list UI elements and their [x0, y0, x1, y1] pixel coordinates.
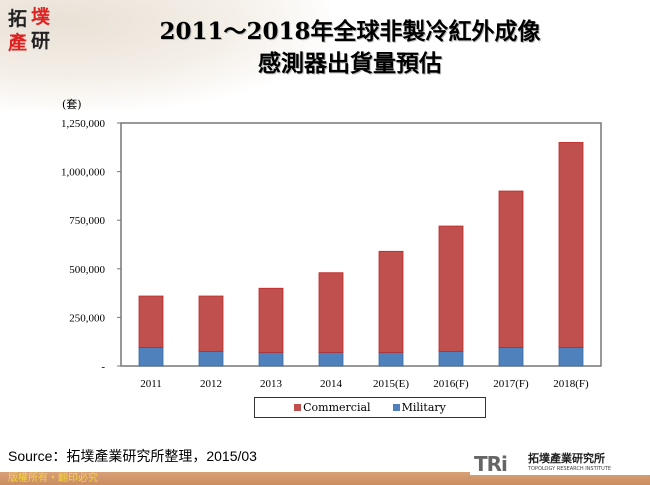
bar-military: [198, 351, 224, 367]
legend-swatch-military: [392, 404, 400, 411]
brand-name-en: TOPOLOGY RESEARCH INSTITUTE: [528, 466, 612, 472]
y-tick-label: -: [101, 361, 105, 373]
x-tick-label: 2017(F): [493, 378, 529, 390]
logo-char: 研: [31, 30, 51, 52]
bar-commercial: [498, 190, 524, 348]
y-tick-label: 250,000: [69, 312, 105, 324]
legend-item-military: Military: [392, 401, 446, 414]
x-tick-label: 2016(F): [433, 378, 469, 390]
x-tick-label: 2013: [260, 378, 283, 390]
x-tick-label: 2015(E): [373, 378, 409, 390]
bar-commercial: [198, 295, 224, 352]
logo-char: 墣: [31, 6, 51, 28]
bar-commercial: [438, 225, 464, 352]
legend-label: Military: [401, 401, 446, 414]
title-line-1: 2011～2018年全球非製冷紅外成像: [159, 18, 541, 45]
legend-swatch-commercial: [294, 404, 302, 411]
legend-label: Commercial: [303, 401, 371, 414]
bar-military: [558, 347, 584, 367]
logo-char: 產: [8, 32, 28, 54]
x-tick-label: 2018(F): [553, 378, 589, 390]
y-tick-label: 1,250,000: [61, 118, 106, 130]
y-axis-unit: (套): [62, 98, 82, 111]
y-tick-label: 1,000,000: [61, 167, 106, 179]
bar-commercial: [258, 287, 284, 353]
x-tick-label: 2011: [140, 378, 162, 390]
x-tick-label: 2012: [200, 378, 222, 390]
brand-logo: TRi: [474, 452, 508, 476]
y-tick-label: 500,000: [69, 264, 105, 276]
logo: 拓 墣 產 研: [8, 6, 52, 56]
copyright-text: 版權所有・翻印必究: [8, 473, 98, 484]
legend-item-commercial: Commercial: [294, 401, 371, 414]
bar-commercial: [558, 142, 584, 348]
logo-char: 拓: [8, 8, 28, 30]
bar-military: [138, 347, 164, 367]
source-note: Source：拓墣產業研究所整理，2015/03: [8, 448, 257, 464]
chart-title: 2011～2018年全球非製冷紅外成像 感測器出貨量預估: [100, 16, 600, 80]
y-tick-label: 750,000: [69, 215, 105, 227]
title-line-2: 感測器出貨量預估: [258, 50, 442, 77]
bar-commercial: [318, 272, 344, 353]
brand-panel: [470, 453, 650, 475]
legend: Commercial Military: [254, 397, 486, 418]
footer-bar: [0, 472, 650, 485]
bar-military: [258, 351, 284, 367]
bar-commercial: [378, 250, 404, 353]
bar-military: [438, 351, 464, 367]
x-tick-label: 2014: [320, 378, 343, 390]
corner-decoration: [0, 0, 330, 110]
bar-military: [378, 351, 404, 367]
plot-area: [120, 122, 602, 367]
brand-name-cn: 拓墣產業研究所: [528, 452, 605, 465]
bar-military: [318, 351, 344, 367]
bar-chart: - 250,000 500,000 750,000 1,000,000 1,250,000…: [61, 118, 602, 390]
bar-commercial: [138, 295, 164, 348]
bar-military: [498, 347, 524, 367]
